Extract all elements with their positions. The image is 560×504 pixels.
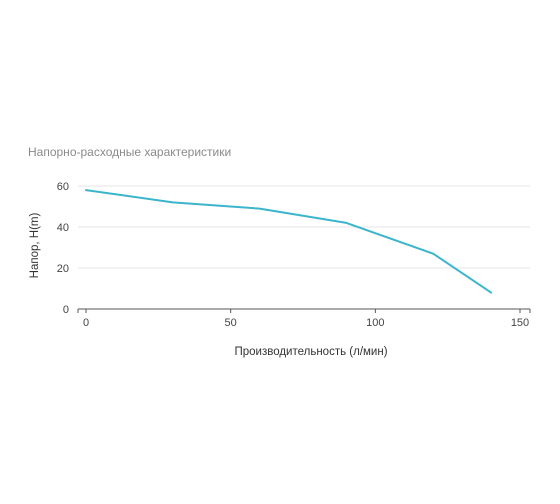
chart-title: Напорно-расходные характеристики	[28, 145, 232, 159]
x-tick-label-0: 0	[83, 317, 89, 329]
series-line-0	[85, 189, 493, 294]
x-tick-label-50: 50	[225, 317, 237, 329]
y-axis-title: Напор, H(m)	[29, 213, 41, 279]
x-axis-title: Производительность (л/мин)	[234, 346, 387, 358]
axis-layer	[77, 308, 531, 313]
y-tick-label-40: 40	[57, 222, 69, 234]
y-tick-label-20: 20	[57, 263, 69, 275]
y-tick-label-60: 60	[57, 181, 69, 193]
series-layer	[85, 189, 493, 294]
x-tick-label-100: 100	[366, 317, 384, 329]
y-tick-label-0: 0	[63, 304, 69, 316]
tick-labels: 0 20 40 60 0 50 100 150	[57, 181, 529, 329]
x-tick-label-150: 150	[511, 317, 529, 329]
